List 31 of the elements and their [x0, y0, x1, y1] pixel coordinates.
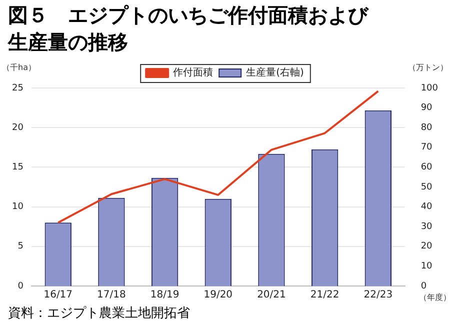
- y2-tick-label: 10: [420, 262, 433, 272]
- y2-tick-label: 100: [420, 83, 438, 94]
- y-tick-label: 10: [12, 202, 24, 212]
- x-tick-label: 20/21: [257, 290, 286, 301]
- y-tick-label: 0: [18, 281, 24, 292]
- y2-tick-label: 80: [420, 122, 433, 133]
- y2-tick-label: 30: [420, 222, 433, 232]
- x-axis-title: （年度）: [418, 293, 450, 302]
- y-tick-label: 20: [12, 122, 24, 133]
- x-tick-label: 18/19: [150, 290, 180, 301]
- y2-tick-label: 70: [420, 142, 433, 153]
- y2-tick-label: 20: [420, 242, 433, 252]
- chart-title: 図５ エジプトのいちご作付面積および生産量の推移: [8, 2, 370, 56]
- y-tick-label: 25: [12, 83, 24, 94]
- y2-tick-label: 50: [420, 182, 433, 192]
- x-tick-label: 19/20: [204, 290, 233, 301]
- x-tick-label: 16/17: [44, 290, 73, 301]
- y2-tick-label: 40: [420, 202, 433, 212]
- legend-label: 生産量(右軸): [246, 66, 304, 79]
- y-tick-label: 15: [12, 162, 24, 173]
- y-axis-title: （千ha）: [2, 63, 36, 72]
- y-tick-label: 5: [18, 242, 24, 252]
- y2-axis-title: （万トン）: [408, 63, 448, 72]
- x-tick-label: 21/22: [310, 290, 340, 301]
- y2-tick-label: 90: [420, 103, 433, 114]
- y2-tick-label: 0: [420, 281, 427, 292]
- legend-label: 作付面積: [172, 66, 214, 79]
- x-tick-label: 22/23: [364, 290, 393, 301]
- x-tick-label: 17/18: [97, 290, 126, 301]
- text: 資料：エジプト農業土地開拓省: [8, 305, 190, 322]
- y2-tick-label: 60: [420, 162, 433, 173]
